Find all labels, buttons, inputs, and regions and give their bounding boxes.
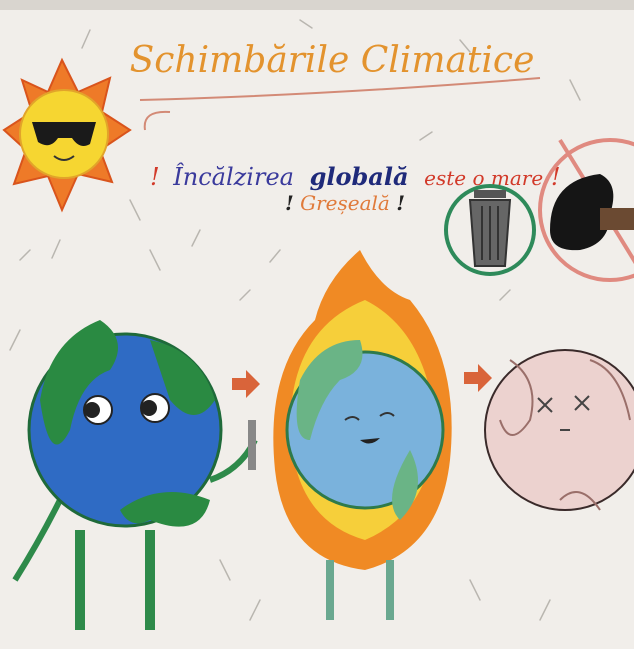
poster: Schimbările Climatice ! Încălzirea globa… bbox=[0, 0, 634, 649]
slogan-line2: ! Greșeală ! bbox=[285, 191, 405, 215]
earth-dead bbox=[485, 350, 634, 510]
slogan-word: globală bbox=[310, 162, 409, 191]
page: Schimbările Climatice ! Încălzirea globa… bbox=[0, 0, 634, 649]
slogan-word: ! bbox=[396, 191, 405, 215]
slogan-word: Greșeală bbox=[300, 191, 390, 215]
title: Schimbările Climatice bbox=[130, 40, 535, 81]
slogan-word: ! bbox=[285, 191, 294, 215]
slogan-word: ! bbox=[150, 163, 160, 191]
slogan-word: Încălzirea bbox=[172, 162, 294, 191]
paper-edge bbox=[0, 0, 634, 10]
